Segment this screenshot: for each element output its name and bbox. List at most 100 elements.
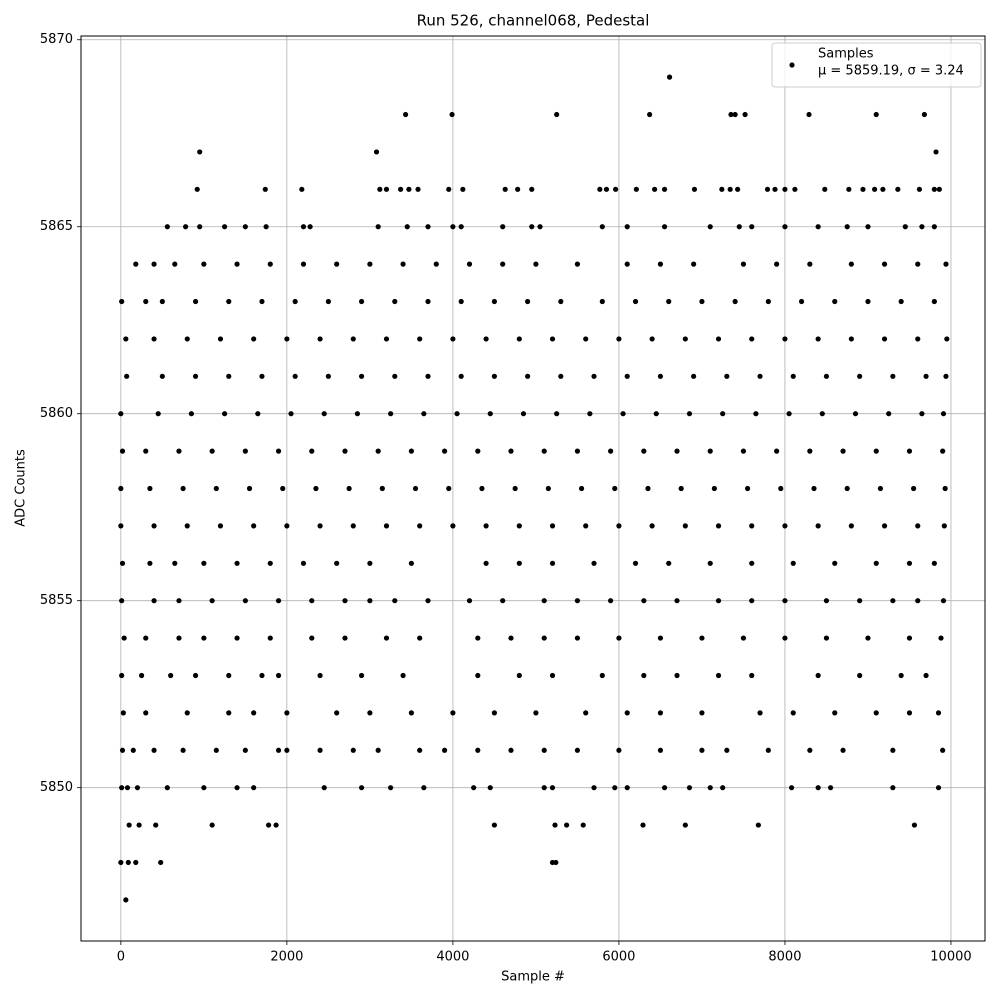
data-point [458,224,464,230]
data-point [500,224,506,230]
data-point [136,822,142,828]
data-point [906,448,913,454]
data-point [732,298,738,305]
data-point [911,822,918,828]
data-point [400,672,406,679]
data-point [446,485,452,492]
data-point [201,785,207,791]
data-point [827,785,834,791]
data-point [591,560,597,566]
data-point [583,523,589,529]
data-point [125,859,131,866]
data-point [591,785,597,791]
data-point [483,336,489,342]
data-point [549,785,556,791]
data-point [226,298,232,305]
data-point [500,598,506,604]
data-point [242,598,248,604]
data-point [832,560,838,566]
data-point [591,373,597,379]
data-point [172,560,178,566]
data-point [417,336,423,342]
data-point [201,635,207,641]
data-point [873,560,879,566]
data-point [483,560,489,566]
data-point [541,598,547,604]
data-point [707,224,713,230]
data-point [554,411,560,417]
data-point [915,598,921,604]
data-point [367,261,373,267]
data-point [657,747,664,753]
data-point [740,448,747,454]
data-point [840,747,846,753]
data-point [822,186,828,192]
data-point [267,560,273,566]
data-point [790,373,796,379]
data-point [483,523,489,529]
data-point [377,186,383,192]
data-point [251,710,257,716]
data-point [554,111,560,118]
data-point [848,336,854,342]
data-point [119,298,125,305]
data-point [404,224,410,230]
data-point [782,224,788,230]
data-point [735,186,741,192]
data-point [877,485,884,492]
data-point [599,224,605,230]
data-point [143,710,149,716]
data-point [749,224,755,230]
data-point [234,560,240,566]
data-point [724,373,730,379]
data-point [375,747,381,753]
data-point [408,448,414,454]
data-point [460,186,466,192]
data-point [719,186,725,192]
data-point [475,448,481,454]
data-point [367,710,373,716]
data-point [552,822,558,828]
data-point [234,261,240,267]
data-point [553,859,559,866]
data-point [334,710,340,716]
data-point [782,598,788,604]
data-point [936,186,942,192]
data-point [516,560,522,566]
data-point [525,373,531,379]
data-point [753,411,759,417]
data-point [300,261,307,267]
data-point [153,822,159,828]
data-point [558,298,564,305]
data-point [213,485,219,492]
data-point [674,672,680,679]
data-point [574,261,581,267]
data-point [848,523,854,529]
data-point [242,747,248,753]
data-point [209,822,215,828]
y-tick-label: 5870 [40,32,73,47]
data-point [158,859,164,866]
data-point [931,224,937,230]
data-point [525,298,531,305]
data-point [616,523,622,529]
data-point [255,411,261,417]
data-point [881,523,888,529]
data-point [707,448,713,454]
data-point [782,336,788,342]
data-point [124,373,130,379]
data-point [541,785,547,791]
data-point [873,710,879,716]
data-point [475,635,481,641]
data-point [159,298,165,305]
data-point [881,336,888,342]
data-point [251,785,257,791]
data-point [417,635,423,641]
data-point [491,373,497,379]
data-point [906,635,913,641]
data-point [334,560,340,566]
data-point [919,411,925,417]
data-point [620,411,626,417]
data-point [388,411,394,417]
data-point [844,485,850,492]
